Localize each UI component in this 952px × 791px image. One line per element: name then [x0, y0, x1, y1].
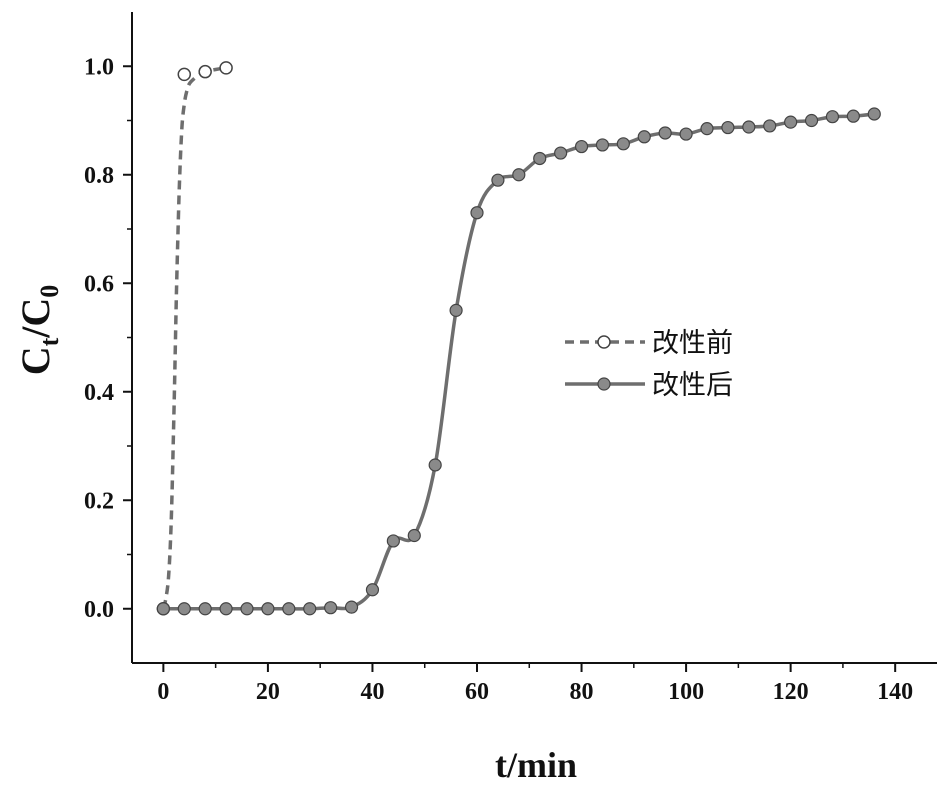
- series-1-point: [220, 62, 232, 74]
- series-2-point: [471, 207, 483, 219]
- y-tick-label: 0.4: [84, 380, 114, 406]
- series-2-point: [492, 174, 504, 186]
- series-2-point: [346, 601, 358, 613]
- series-2-point: [513, 169, 525, 181]
- series-1-point: [199, 66, 211, 78]
- series-2-point: [659, 127, 671, 139]
- series-2-point: [847, 110, 859, 122]
- series-2-point: [680, 128, 692, 140]
- x-tick-label: 0: [157, 679, 169, 705]
- x-tick-label: 120: [773, 679, 809, 705]
- legend-marker-1: [598, 336, 610, 348]
- series-2-point: [429, 459, 441, 471]
- legend-label-2: 改性后: [652, 370, 733, 401]
- series-2-point: [408, 530, 420, 542]
- x-tick-label: 20: [256, 679, 280, 705]
- series-2-point: [785, 116, 797, 128]
- series-2-point: [806, 115, 818, 127]
- series-2-point: [617, 138, 629, 150]
- y-tick-label: 1.0: [84, 54, 114, 80]
- y-tick-label: 0.6: [84, 271, 114, 297]
- series-2-point: [764, 120, 776, 132]
- series-line-2: [163, 114, 874, 609]
- y-axis-title-sub-0: 0: [35, 285, 64, 298]
- series-2-point: [325, 602, 337, 614]
- y-axis-title: Ct/C0: [13, 285, 64, 376]
- y-tick-label: 0.2: [84, 488, 114, 514]
- x-tick-label: 80: [570, 679, 594, 705]
- x-axis-title: t/min: [495, 745, 577, 785]
- y-tick-label: 0.8: [84, 163, 114, 189]
- series-2-point: [555, 147, 567, 159]
- series-2-point: [596, 139, 608, 151]
- x-tick-label: 140: [877, 679, 913, 705]
- series-2-point: [826, 111, 838, 123]
- series-1-point: [178, 68, 190, 80]
- series-2-point: [450, 304, 462, 316]
- series-2-point: [199, 603, 211, 615]
- y-axis-title-slash: /C: [13, 298, 58, 339]
- x-tick-label: 40: [360, 679, 384, 705]
- series-2-point: [304, 603, 316, 615]
- series-2-point: [638, 131, 650, 143]
- x-tick-label: 100: [668, 679, 704, 705]
- y-axis-title-main: C: [13, 346, 58, 375]
- series-2-point: [366, 584, 378, 596]
- series-2-point: [283, 603, 295, 615]
- series-2-point: [178, 603, 190, 615]
- series-2-point: [868, 108, 880, 120]
- x-tick-label: 60: [465, 679, 489, 705]
- series-line-1: [163, 68, 226, 609]
- series-2-point: [701, 123, 713, 135]
- series-2-point: [743, 121, 755, 133]
- legend-label-1: 改性前: [652, 328, 733, 359]
- series-2-point: [220, 603, 232, 615]
- y-tick-label: 0.0: [84, 597, 114, 623]
- series-layer: [157, 62, 880, 615]
- series-2-point: [157, 603, 169, 615]
- y-axis-title-sub-t: t: [35, 337, 64, 346]
- legend: 改性前改性后: [565, 328, 733, 401]
- series-2-point: [387, 535, 399, 547]
- series-2-point: [262, 603, 274, 615]
- series-2-point: [722, 122, 734, 134]
- series-2-point: [576, 141, 588, 153]
- series-2-point: [241, 603, 253, 615]
- series-2-point: [534, 152, 546, 164]
- legend-marker-2: [598, 378, 610, 390]
